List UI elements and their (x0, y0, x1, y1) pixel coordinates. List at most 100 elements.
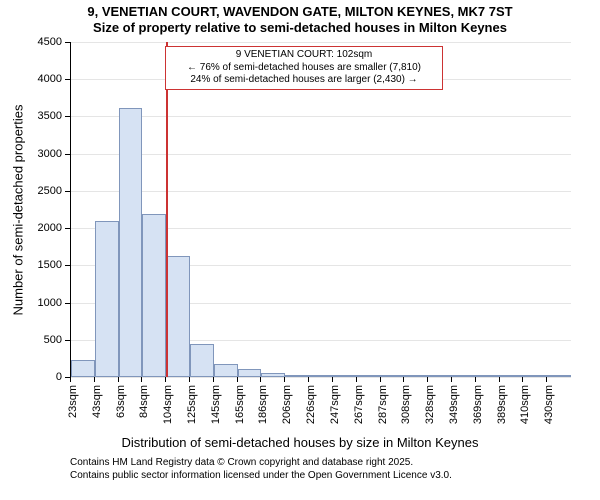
x-tick-label: 287sqm (377, 385, 389, 424)
histogram-bar (261, 373, 285, 377)
x-tick-label: 165sqm (234, 385, 246, 424)
x-tick-mark (332, 377, 333, 382)
x-tick-mark (356, 377, 357, 382)
footer-line2: Contains public sector information licen… (70, 470, 452, 483)
histogram-bar (190, 344, 214, 378)
y-tick-label: 2500 (0, 185, 62, 197)
x-tick-label: 247sqm (329, 385, 341, 424)
histogram-bar (476, 375, 500, 377)
histogram-bar (500, 375, 524, 377)
histogram-bar (166, 256, 190, 377)
histogram-bar (547, 375, 571, 377)
x-tick-label: 308sqm (400, 385, 412, 424)
x-tick-mark (70, 377, 71, 382)
x-tick-label: 389sqm (496, 385, 508, 424)
histogram-bar (404, 375, 428, 377)
x-tick-mark (522, 377, 523, 382)
chart-title-line2: Size of property relative to semi-detach… (0, 20, 600, 35)
y-tick-mark (65, 79, 70, 80)
x-tick-mark (403, 377, 404, 382)
y-tick-label: 1500 (0, 259, 62, 271)
y-tick-mark (65, 340, 70, 341)
x-tick-mark (260, 377, 261, 382)
x-tick-label: 43sqm (91, 385, 103, 418)
histogram-bar (333, 375, 357, 377)
x-tick-label: 430sqm (543, 385, 555, 424)
y-tick-mark (65, 228, 70, 229)
x-tick-label: 328sqm (424, 385, 436, 424)
x-tick-label: 369sqm (472, 385, 484, 424)
y-tick-label: 3000 (0, 148, 62, 160)
x-tick-mark (308, 377, 309, 382)
property-marker-line (166, 42, 168, 377)
chart-container: 9, VENETIAN COURT, WAVENDON GATE, MILTON… (0, 0, 600, 500)
y-tick-label: 4500 (0, 36, 62, 48)
x-tick-mark (237, 377, 238, 382)
x-tick-mark (189, 377, 190, 382)
gridline (71, 377, 571, 378)
histogram-bar (381, 375, 405, 377)
gridline (71, 116, 571, 117)
histogram-bar (523, 375, 547, 377)
x-tick-mark (475, 377, 476, 382)
x-tick-mark (451, 377, 452, 382)
x-tick-label: 206sqm (281, 385, 293, 424)
histogram-bar (119, 108, 143, 377)
x-tick-label: 23sqm (67, 385, 79, 418)
histogram-bar (357, 375, 381, 377)
y-tick-label: 4000 (0, 73, 62, 85)
x-tick-label: 104sqm (162, 385, 174, 424)
x-tick-label: 84sqm (138, 385, 150, 418)
chart-title-line1: 9, VENETIAN COURT, WAVENDON GATE, MILTON… (0, 4, 600, 19)
x-tick-label: 186sqm (257, 385, 269, 424)
y-tick-mark (65, 265, 70, 266)
y-tick-label: 0 (0, 371, 62, 383)
y-tick-label: 500 (0, 334, 62, 346)
y-axis-label: Number of semi-detached properties (11, 104, 26, 315)
footer-line1: Contains HM Land Registry data © Crown c… (70, 457, 452, 470)
annotation-line3: 24% of semi-detached houses are larger (… (170, 74, 438, 87)
x-tick-label: 349sqm (448, 385, 460, 424)
x-axis-label: Distribution of semi-detached houses by … (0, 435, 600, 450)
histogram-bar (285, 375, 309, 377)
annotation-line2: ← 76% of semi-detached houses are smalle… (170, 62, 438, 75)
x-tick-mark (380, 377, 381, 382)
histogram-bar (238, 369, 262, 377)
annotation-box: 9 VENETIAN COURT: 102sqm ← 76% of semi-d… (165, 46, 443, 90)
histogram-bar (428, 375, 452, 377)
gridline (71, 42, 571, 43)
gridline (71, 191, 571, 192)
y-tick-label: 1000 (0, 297, 62, 309)
y-tick-mark (65, 116, 70, 117)
x-tick-label: 63sqm (115, 385, 127, 418)
x-tick-mark (499, 377, 500, 382)
histogram-bar (214, 364, 238, 377)
x-tick-label: 145sqm (210, 385, 222, 424)
x-tick-mark (94, 377, 95, 382)
histogram-bar (452, 375, 476, 377)
y-tick-mark (65, 42, 70, 43)
x-tick-label: 267sqm (353, 385, 365, 424)
x-tick-label: 410sqm (519, 385, 531, 424)
histogram-bar (309, 375, 333, 377)
y-tick-label: 2000 (0, 222, 62, 234)
x-tick-mark (284, 377, 285, 382)
footer-attribution: Contains HM Land Registry data © Crown c… (70, 457, 452, 482)
x-tick-mark (546, 377, 547, 382)
x-tick-mark (141, 377, 142, 382)
annotation-line1: 9 VENETIAN COURT: 102sqm (170, 49, 438, 62)
histogram-bar (71, 360, 95, 377)
histogram-bar (142, 214, 166, 377)
plot-area: 9 VENETIAN COURT: 102sqm ← 76% of semi-d… (70, 42, 571, 378)
histogram-bar (95, 221, 119, 377)
x-tick-mark (213, 377, 214, 382)
y-tick-mark (65, 191, 70, 192)
y-tick-label: 3500 (0, 110, 62, 122)
x-tick-label: 226sqm (305, 385, 317, 424)
x-tick-label: 125sqm (186, 385, 198, 424)
x-tick-mark (427, 377, 428, 382)
x-tick-mark (165, 377, 166, 382)
gridline (71, 154, 571, 155)
x-tick-mark (118, 377, 119, 382)
y-tick-mark (65, 303, 70, 304)
